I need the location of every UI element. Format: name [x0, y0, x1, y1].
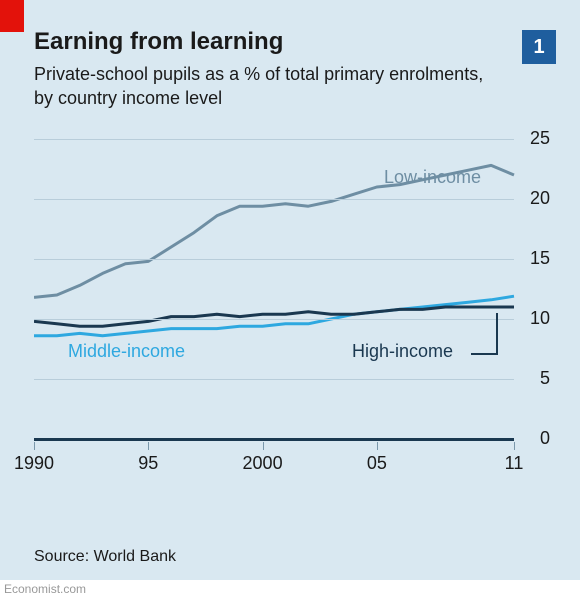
- high-income-callout: [471, 353, 498, 355]
- xtick: [514, 442, 515, 450]
- ytick-label: 5: [520, 368, 550, 389]
- line-series-svg: [34, 139, 554, 479]
- ytick-label: 20: [520, 188, 550, 209]
- high-income-line: [34, 307, 514, 326]
- gridline: [34, 379, 514, 380]
- xtick: [377, 442, 378, 450]
- xtick-label: 1990: [14, 453, 54, 474]
- chart-subtitle: Private-school pupils as a % of total pr…: [34, 62, 494, 111]
- ytick-label: 10: [520, 308, 550, 329]
- middle-income-label: Middle-income: [68, 341, 185, 362]
- low-income-label: Low-income: [384, 167, 481, 188]
- chart-title: Earning from learning: [34, 28, 556, 56]
- gridline: [34, 319, 514, 320]
- xtick: [34, 442, 35, 450]
- xtick-label: 05: [367, 453, 387, 474]
- xtick: [263, 442, 264, 450]
- gridline: [34, 259, 514, 260]
- ytick-label: 15: [520, 248, 550, 269]
- xtick-label: 11: [505, 453, 524, 474]
- red-accent-tab: [0, 0, 24, 32]
- xtick-label: 2000: [243, 453, 283, 474]
- high-income-label: High-income: [352, 341, 453, 362]
- gridline: [34, 199, 514, 200]
- ytick-label: 25: [520, 128, 550, 149]
- xtick-label: 95: [138, 453, 158, 474]
- footer-credit: Economist.com: [4, 582, 86, 596]
- gridline: [34, 139, 514, 140]
- x-axis-baseline: [34, 438, 514, 441]
- chart-source: Source: World Bank: [34, 548, 176, 566]
- chart-container: 1 Earning from learning Private-school p…: [0, 0, 580, 580]
- page-footer: Economist.com: [0, 580, 580, 598]
- ytick-label: 0: [520, 428, 550, 449]
- middle-income-line: [34, 296, 514, 336]
- high-income-callout: [496, 313, 498, 353]
- chart-number-badge: 1: [522, 30, 556, 64]
- chart-number: 1: [533, 36, 544, 59]
- xtick: [148, 442, 149, 450]
- plot-area: 051015202519909520000511Low-incomeMiddle…: [34, 139, 554, 479]
